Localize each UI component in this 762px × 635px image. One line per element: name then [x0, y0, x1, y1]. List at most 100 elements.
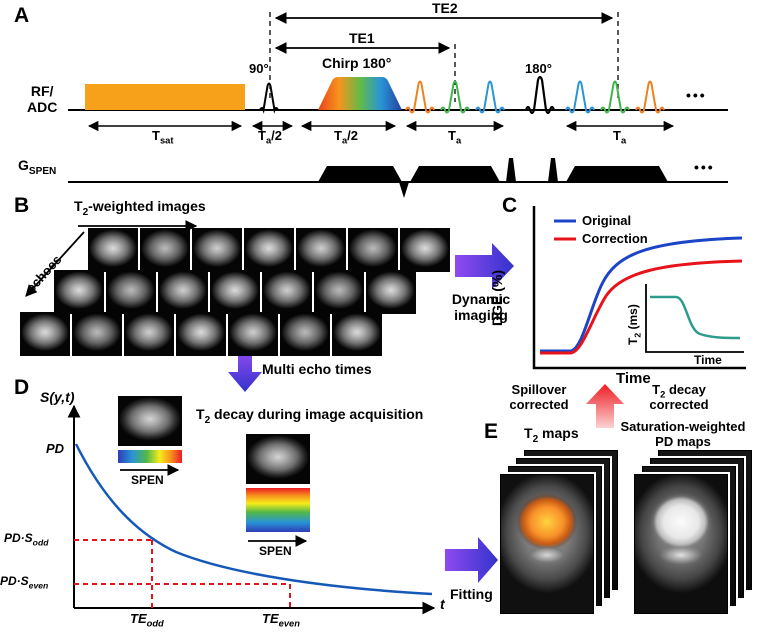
t2-inset-curve	[650, 295, 741, 340]
mri-thumbnail	[228, 312, 278, 356]
mri-thumbnail	[332, 312, 382, 356]
t2-maps-stack	[500, 450, 618, 614]
saturation-pulse	[85, 84, 245, 110]
chirp-label: Chirp 180°	[322, 55, 392, 71]
even-echo-thumbnail	[246, 434, 310, 484]
pd-map-image	[634, 474, 728, 614]
mri-thumbnail	[400, 228, 450, 272]
tsat-label: Tsat	[152, 128, 174, 146]
t2-map-image	[500, 474, 594, 614]
correction-up-arrow	[586, 384, 624, 428]
fitting-label: Fitting	[450, 586, 493, 602]
mri-thumbnail	[262, 270, 312, 314]
spen-colorbar-horizontal	[118, 450, 182, 463]
decay-title: T2 decay during image acquisition	[196, 406, 424, 426]
dynamic-imaging-label: Dynamic imaging	[451, 291, 511, 323]
gradient-trapezoid-3	[566, 166, 668, 182]
echo-image-row-1	[88, 228, 450, 272]
panel-d-plot	[67, 404, 436, 615]
te-odd-label: TEodd	[130, 611, 164, 629]
panel-b-label: B	[14, 194, 30, 217]
dge-axes	[532, 206, 746, 370]
panel-a-pulse-sequence	[68, 12, 728, 198]
inset-axes	[645, 284, 744, 353]
mri-thumbnail	[280, 312, 330, 356]
decay-curve	[74, 443, 433, 596]
echo-pulses	[405, 75, 665, 115]
signal-axis-label: S(y,t)	[40, 389, 75, 405]
mri-thumbnail	[72, 312, 122, 356]
gradient-blip-2	[548, 158, 558, 182]
dashed-guides	[74, 539, 291, 608]
mri-thumbnail	[124, 312, 174, 356]
mri-thumbnail	[244, 228, 294, 272]
mri-thumbnail	[20, 312, 70, 356]
echo-pulse-green-1	[440, 80, 470, 114]
echo-pulse-blue-1	[475, 80, 505, 114]
ta-label-1: Ta	[448, 128, 462, 146]
mri-thumbnail	[176, 312, 226, 356]
gspen-ellipsis: •••	[694, 159, 715, 175]
te1-label: TE1	[349, 30, 375, 46]
spillover-corrected-label: Spillover corrected	[509, 382, 569, 412]
mri-thumbnail	[158, 270, 208, 314]
echo-pulse-green-2	[600, 80, 630, 114]
spen-colorbar-vertical	[246, 488, 310, 532]
spen-gradient-lobes	[318, 158, 668, 198]
panel-c-plot	[532, 206, 746, 370]
legend-original-label: Original	[582, 213, 632, 228]
mri-thumbnail	[296, 228, 346, 272]
dynamic-imaging-arrow	[455, 243, 514, 289]
pd-maps-title: Saturation-weighted PD maps	[620, 419, 746, 449]
panel-a-label: A	[14, 4, 30, 27]
multi-echo-times-label: Multi echo times	[262, 361, 372, 377]
dge-correction-curve	[540, 259, 743, 355]
mri-thumbnail	[140, 228, 190, 272]
mri-thumbnail	[366, 270, 416, 314]
t2w-images-title: T2-weighted images	[74, 198, 206, 218]
echo-pulse-orange-1	[405, 80, 435, 114]
t2-inset-y-label: T2 (ms)	[626, 304, 643, 345]
multi-echo-arrow	[228, 350, 262, 392]
t-axis-label: t	[440, 596, 445, 612]
panel-b-arrows	[25, 220, 198, 297]
dge-original-curve	[540, 236, 743, 353]
echo-pulse-orange-2	[635, 80, 665, 114]
mri-thumbnail	[88, 228, 138, 272]
gradient-trapezoid-2	[410, 166, 500, 182]
gradient-down-blip	[399, 182, 409, 198]
pulse-180-label: 180°	[525, 61, 552, 76]
te-even-label: TEeven	[262, 611, 300, 629]
pd-label: PD	[46, 441, 65, 456]
dge-y-axis-label: DGE (%)	[489, 270, 505, 326]
rf-adc-axis-label: RF/ADC	[27, 83, 58, 115]
panel-c-label: C	[502, 194, 518, 217]
echo-pulse-blue-2	[565, 80, 595, 114]
gspen-axis-label: GSPEN	[18, 157, 57, 177]
odd-echo-thumbnail	[118, 396, 182, 446]
ta-label-2: Ta	[613, 128, 627, 146]
mri-thumbnail	[348, 228, 398, 272]
mri-thumbnail	[210, 270, 260, 314]
rf-ellipsis: •••	[686, 87, 707, 103]
pulse-90-label: 90°	[249, 61, 269, 76]
pulse-90-shape	[259, 82, 279, 114]
mri-thumbnail	[106, 270, 156, 314]
legend-correction-label: Correction	[582, 231, 648, 246]
gradient-trapezoid-1	[318, 166, 402, 182]
mri-thumbnail	[314, 270, 364, 314]
ta-half-label-1: Ta/2	[258, 128, 282, 146]
inset-time-label: Time	[694, 353, 722, 367]
ta-half-label-2: Ta/2	[334, 128, 358, 146]
spen-label-2: SPEN	[259, 544, 292, 558]
t2-decay-corrected-label: T2 decay corrected	[649, 382, 709, 412]
te2-label: TE2	[432, 0, 458, 16]
t2-maps-title: T2 maps	[524, 425, 579, 445]
echo-image-row-2	[54, 270, 416, 314]
pd-maps-stack	[634, 450, 752, 614]
mri-thumbnail	[54, 270, 104, 314]
chirp-pulse-shape	[318, 77, 402, 110]
gradient-blip-1	[506, 158, 516, 182]
